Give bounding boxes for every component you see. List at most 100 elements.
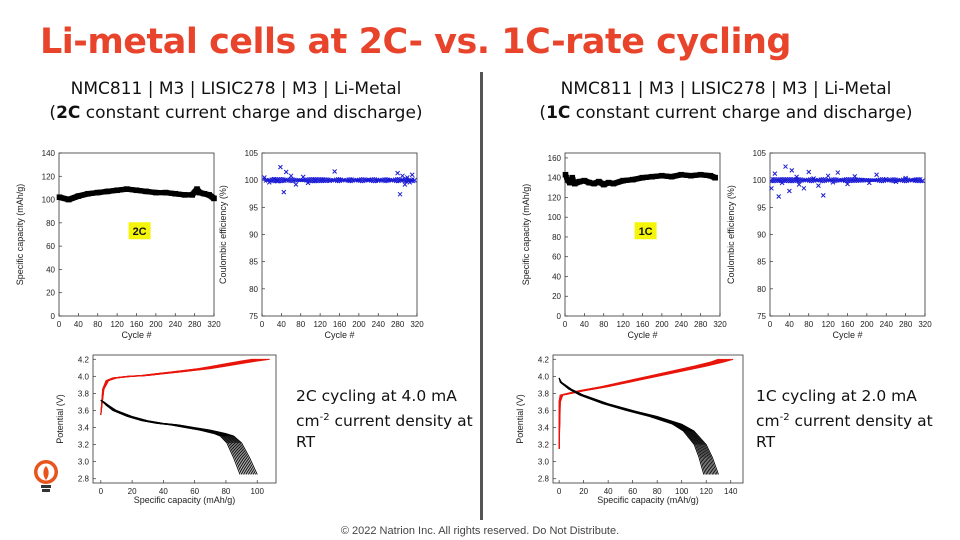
v2c-ytick-label: 3.6 <box>78 406 90 415</box>
left-cell-line2: (2C constant current charge and discharg… <box>26 101 446 125</box>
cap1c-xtick-label: 320 <box>713 320 727 329</box>
ce2c-data-point <box>402 182 408 187</box>
ce1c-ytick-label: 100 <box>753 176 767 185</box>
ce1c-data-point <box>893 179 899 185</box>
cap1c-data-point <box>576 178 583 185</box>
ce1c-data-point <box>874 172 879 178</box>
right-line2-rest: constant current charge and discharge) <box>570 103 913 123</box>
cap1c-ylabel: Specific capacity (mAh/g) <box>521 184 531 286</box>
v1c-discharge-curve <box>558 377 705 475</box>
v1c-xtick-label: 40 <box>604 487 613 496</box>
slide-title: Li-metal cells at 2C- vs. 1C-rate cyclin… <box>40 22 791 62</box>
cap2c-data-point <box>104 188 111 195</box>
cap1c-data-point <box>610 180 617 187</box>
right-rate: 1C <box>546 103 571 123</box>
ce2c-data-point <box>385 177 391 183</box>
cap2c-data-point <box>75 193 82 199</box>
v2c-xtick-label: 100 <box>251 487 265 496</box>
ce2c-ytick-label: 75 <box>249 312 258 321</box>
ce2c-data-point <box>262 175 267 180</box>
cap1c-data-point <box>600 181 607 188</box>
v2c-xtick-label: 60 <box>190 487 199 496</box>
cap2c-data-point <box>114 187 120 194</box>
cap1c-data-point <box>605 179 612 186</box>
ce2c-data-point <box>356 177 362 183</box>
v1c-ytick-label: 3.2 <box>538 441 550 450</box>
ce1c-data-point <box>796 182 802 187</box>
ce2c-data-point <box>366 177 371 182</box>
voltage-profile-2c-chart: 0 20 40 60 80 100 2.8 3.0 3.2 3.4 3.6 3.8 4.0 4.2 Spec… <box>55 354 277 505</box>
v2c-charge-curve <box>100 358 262 415</box>
ce2c-ytick-label: 80 <box>249 285 258 294</box>
ce2c-data-point <box>312 177 318 183</box>
ce1c-data-point <box>811 176 816 181</box>
ce2c-ytick-label: 85 <box>249 258 258 267</box>
left-desc-rest: current density at <box>329 412 473 431</box>
cap2c-data-point <box>162 189 169 196</box>
ce2c-xtick-label: 0 <box>260 320 265 329</box>
ce1c-data-point <box>920 178 925 184</box>
cap1c-xtick-label: 80 <box>599 320 608 329</box>
cap1c-data-point <box>678 171 685 178</box>
cap2c-xtick-label: 40 <box>74 320 83 329</box>
left-unit-exp: -2 <box>319 412 330 423</box>
v1c-ytick-label: 3.8 <box>538 389 550 398</box>
v1c-ytick-label: 4.2 <box>538 355 550 364</box>
ce1c-ytick-label: 90 <box>757 231 766 240</box>
cap1c-data-point <box>581 177 588 184</box>
cap2c-data-point <box>182 192 188 198</box>
center-divider <box>480 72 483 520</box>
ce2c-data-point <box>271 176 277 182</box>
v2c-ytick-label: 4.2 <box>78 355 90 364</box>
ce2c-xtick-label: 240 <box>372 320 386 329</box>
ce1c-data-point <box>912 177 918 183</box>
cap2c-xtick-label: 320 <box>207 320 221 329</box>
cap1c-data-point <box>586 179 593 186</box>
ce2c-data-point <box>288 173 294 179</box>
v1c-xtick-label: 0 <box>557 487 562 496</box>
v1c-ytick-label: 4.0 <box>538 372 550 381</box>
cap2c-ytick-label: 140 <box>42 149 56 158</box>
v1c-ytick-label: 3.4 <box>538 424 550 433</box>
right-desc-line1: 1C cycling at 2.0 mA <box>756 387 917 405</box>
v2c-charge-curve <box>100 358 269 415</box>
right-desc-line2: cm-2 current density at <box>756 407 933 432</box>
ce1c-data-point <box>789 168 795 173</box>
cap2c-data-point <box>201 190 208 197</box>
v1c-xtick-label: 20 <box>579 487 588 496</box>
ce1c-ytick-label: 105 <box>753 149 767 158</box>
v2c-ytick-label: 4.0 <box>78 372 90 381</box>
cap1c-data-point <box>649 173 655 180</box>
ce1c-data-point <box>772 171 778 177</box>
cap1c-ytick-label: 0 <box>557 312 562 321</box>
cap1c-ytick-label: 40 <box>552 272 561 281</box>
coulombic-efficiency-1c-chart: 0 40 80 120 160 200 240 280 320 75 80 85 90 95 100 105 C… <box>726 149 932 340</box>
right-desc-line3: RT <box>756 433 776 452</box>
cap2c-data-point <box>94 189 101 196</box>
ce1c-data-point <box>801 185 807 191</box>
right-unit-exp: -2 <box>779 412 790 423</box>
v1c-ylabel: Potential (V) <box>515 394 525 444</box>
coulombic-efficiency-2c-chart: 0 40 80 120 160 200 240 280 320 75 80 85 90 95 100 105 C… <box>218 149 424 340</box>
cap1c-ytick-label: 20 <box>552 292 561 301</box>
ce2c-data-point <box>375 178 381 184</box>
cap1c-xtick-label: 40 <box>580 320 589 329</box>
v1c-charge-curve <box>558 358 719 449</box>
v2c-xtick-label: 20 <box>128 487 137 496</box>
ce1c-xtick-label: 200 <box>860 320 874 329</box>
cap2c-xtick-label: 280 <box>188 320 202 329</box>
ce2c-ytick-label: 95 <box>249 203 258 212</box>
v1c-discharge-curve <box>558 377 718 475</box>
ce1c-ytick-label: 80 <box>757 285 766 294</box>
v2c-charge-curve <box>100 358 260 415</box>
cap1c-xtick-label: 200 <box>655 320 669 329</box>
v2c-charge-curve <box>100 358 263 415</box>
cap1c-ytick-label: 120 <box>548 193 562 202</box>
cap2c-data-point <box>85 190 91 197</box>
capacity-1c-chart: 0 40 80 120 160 200 240 280 320 0 20 40 60 80 100 120 14… <box>521 152 727 340</box>
cap1c-ytick-label: 80 <box>552 233 561 242</box>
ce1c-data-point <box>845 181 850 187</box>
ce2c-xtick-label: 40 <box>277 320 286 329</box>
ce1c-data-point <box>806 169 812 175</box>
ce1c-ytick-label: 95 <box>757 203 766 212</box>
